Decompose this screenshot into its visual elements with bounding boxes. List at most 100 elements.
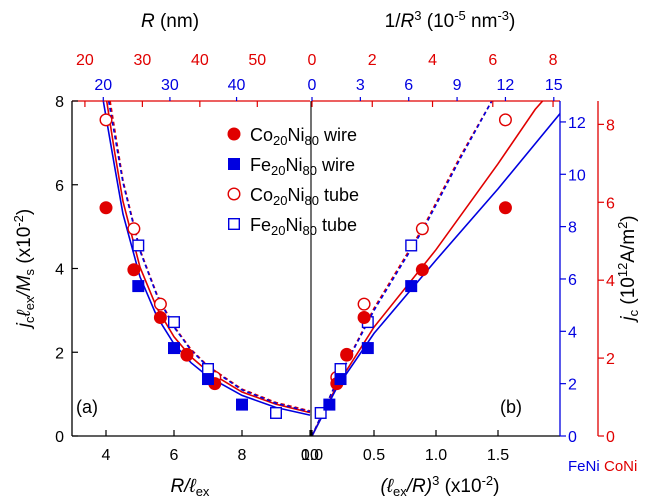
legend-label: Co20Ni80 tube bbox=[250, 185, 359, 208]
right-axis-name-coni: CoNi bbox=[604, 458, 637, 475]
data-point bbox=[361, 342, 374, 355]
right-tick-label: 4 bbox=[606, 273, 615, 290]
top-tick-label: 3 bbox=[356, 77, 365, 94]
top-tick-label: 12 bbox=[497, 77, 515, 94]
x-tick-label: 0.0 bbox=[301, 447, 323, 464]
series-b-2 bbox=[330, 113, 512, 384]
x-tick-label: 1.5 bbox=[487, 447, 509, 464]
data-point bbox=[167, 316, 180, 329]
right-tick-label: 0 bbox=[568, 429, 577, 446]
right-tick-label: 12 bbox=[568, 115, 586, 132]
right-tick-label: 8 bbox=[568, 220, 577, 237]
fit-curve-a-0 bbox=[105, 101, 311, 414]
data-point bbox=[357, 310, 371, 324]
x-tick-label: 0.5 bbox=[363, 447, 385, 464]
data-point bbox=[153, 297, 167, 311]
legend-entry: Co20Ni80 tube bbox=[227, 185, 359, 208]
right-axis-label: jc (1012A/m2) bbox=[615, 215, 641, 323]
top-tick-label: 4 bbox=[428, 52, 437, 69]
series-a-0 bbox=[99, 201, 222, 391]
y-tick-label: 4 bbox=[55, 262, 64, 279]
top-tick-label: 2 bbox=[368, 52, 377, 69]
legend: Co20Ni80 wire Fe20Ni80 wire Co20Ni80 tube F… bbox=[227, 125, 359, 238]
panel-label-a: (a) bbox=[76, 397, 98, 417]
data-point bbox=[498, 113, 512, 127]
data-point bbox=[127, 222, 141, 236]
data-point bbox=[99, 113, 113, 127]
legend-entry: Fe20Ni80 tube bbox=[227, 215, 357, 238]
top-tick-label: 50 bbox=[248, 52, 266, 69]
x-axis-label-a: R/ℓex bbox=[171, 476, 210, 499]
top-axis-label-a: R (nm) bbox=[141, 11, 199, 32]
top-tick-label: 6 bbox=[404, 77, 413, 94]
top-tick-label: 20 bbox=[76, 52, 94, 69]
data-point bbox=[168, 342, 180, 355]
top-tick-label: 20 bbox=[94, 77, 112, 94]
legend-marker bbox=[227, 127, 241, 141]
data-point bbox=[202, 373, 214, 386]
legend-label: Fe20Ni80 tube bbox=[250, 215, 357, 238]
data-point bbox=[314, 406, 327, 419]
data-point bbox=[405, 280, 418, 293]
legend-marker bbox=[228, 158, 240, 170]
legend-marker bbox=[227, 217, 240, 230]
top-tick-label: 40 bbox=[191, 52, 209, 69]
data-point bbox=[323, 398, 336, 411]
data-point bbox=[180, 348, 194, 362]
data-point bbox=[498, 201, 512, 215]
y-tick-label: 8 bbox=[55, 94, 64, 111]
series-a-3 bbox=[132, 239, 283, 419]
fit-curve-b-1 bbox=[311, 111, 560, 436]
top-tick-label: 6 bbox=[488, 52, 497, 69]
top-tick-label: 8 bbox=[549, 52, 558, 69]
legend-label: Fe20Ni80 wire bbox=[250, 155, 355, 178]
x-tick-label: 4 bbox=[102, 447, 111, 464]
right-tick-label: 10 bbox=[568, 167, 586, 184]
panel-label-b: (b) bbox=[500, 397, 522, 417]
data-point bbox=[153, 310, 167, 324]
x-tick-label: 1.0 bbox=[425, 447, 447, 464]
right-axis-name-feni: FeNi bbox=[568, 458, 600, 475]
right-tick-label: 2 bbox=[606, 351, 615, 368]
legend-marker bbox=[227, 187, 241, 201]
x-axis-label-b: (ℓex/R)3 (x10-2) bbox=[381, 473, 500, 499]
top-tick-label: 40 bbox=[228, 77, 246, 94]
x-tick-label: 8 bbox=[238, 447, 247, 464]
series-a-2 bbox=[99, 113, 222, 384]
right-tick-label: 6 bbox=[568, 272, 577, 289]
data-point bbox=[340, 348, 354, 362]
top-axis-label-b: 1/R3 (10-5 nm-3) bbox=[385, 8, 516, 32]
series-b-1 bbox=[323, 280, 418, 411]
y-axis-label: jcℓex/Ms (x10-2) bbox=[11, 209, 37, 330]
top-tick-label: 0 bbox=[308, 52, 317, 69]
y-tick-label: 2 bbox=[55, 345, 64, 362]
data-point bbox=[236, 398, 248, 411]
data-point bbox=[132, 239, 145, 252]
data-point bbox=[334, 363, 347, 376]
panel-b-curves bbox=[311, 101, 560, 436]
data-point bbox=[415, 263, 429, 277]
data-point bbox=[201, 363, 214, 376]
data-point bbox=[127, 263, 141, 277]
right-tick-label: 8 bbox=[606, 117, 615, 134]
x-tick-label: 6 bbox=[170, 447, 179, 464]
top-tick-label: 30 bbox=[161, 77, 179, 94]
y-tick-label: 0 bbox=[55, 429, 64, 446]
legend-label: Co20Ni80 wire bbox=[250, 125, 357, 148]
data-point bbox=[357, 297, 371, 311]
data-point bbox=[415, 222, 429, 236]
x-tick-label: 10 bbox=[301, 447, 319, 464]
legend-entry: Fe20Ni80 wire bbox=[228, 155, 355, 178]
right-tick-label: 6 bbox=[606, 195, 615, 212]
fit-curve-b-3 bbox=[311, 101, 493, 436]
data-point bbox=[405, 239, 418, 252]
top-tick-label: 30 bbox=[133, 52, 151, 69]
y-tick-label: 6 bbox=[55, 178, 64, 195]
plot-area bbox=[99, 101, 560, 436]
top-tick-label: 9 bbox=[453, 77, 462, 94]
right-tick-label: 0 bbox=[606, 429, 615, 446]
data-point bbox=[132, 280, 145, 293]
series-a-1 bbox=[132, 280, 248, 411]
right-tick-label: 4 bbox=[568, 324, 577, 341]
